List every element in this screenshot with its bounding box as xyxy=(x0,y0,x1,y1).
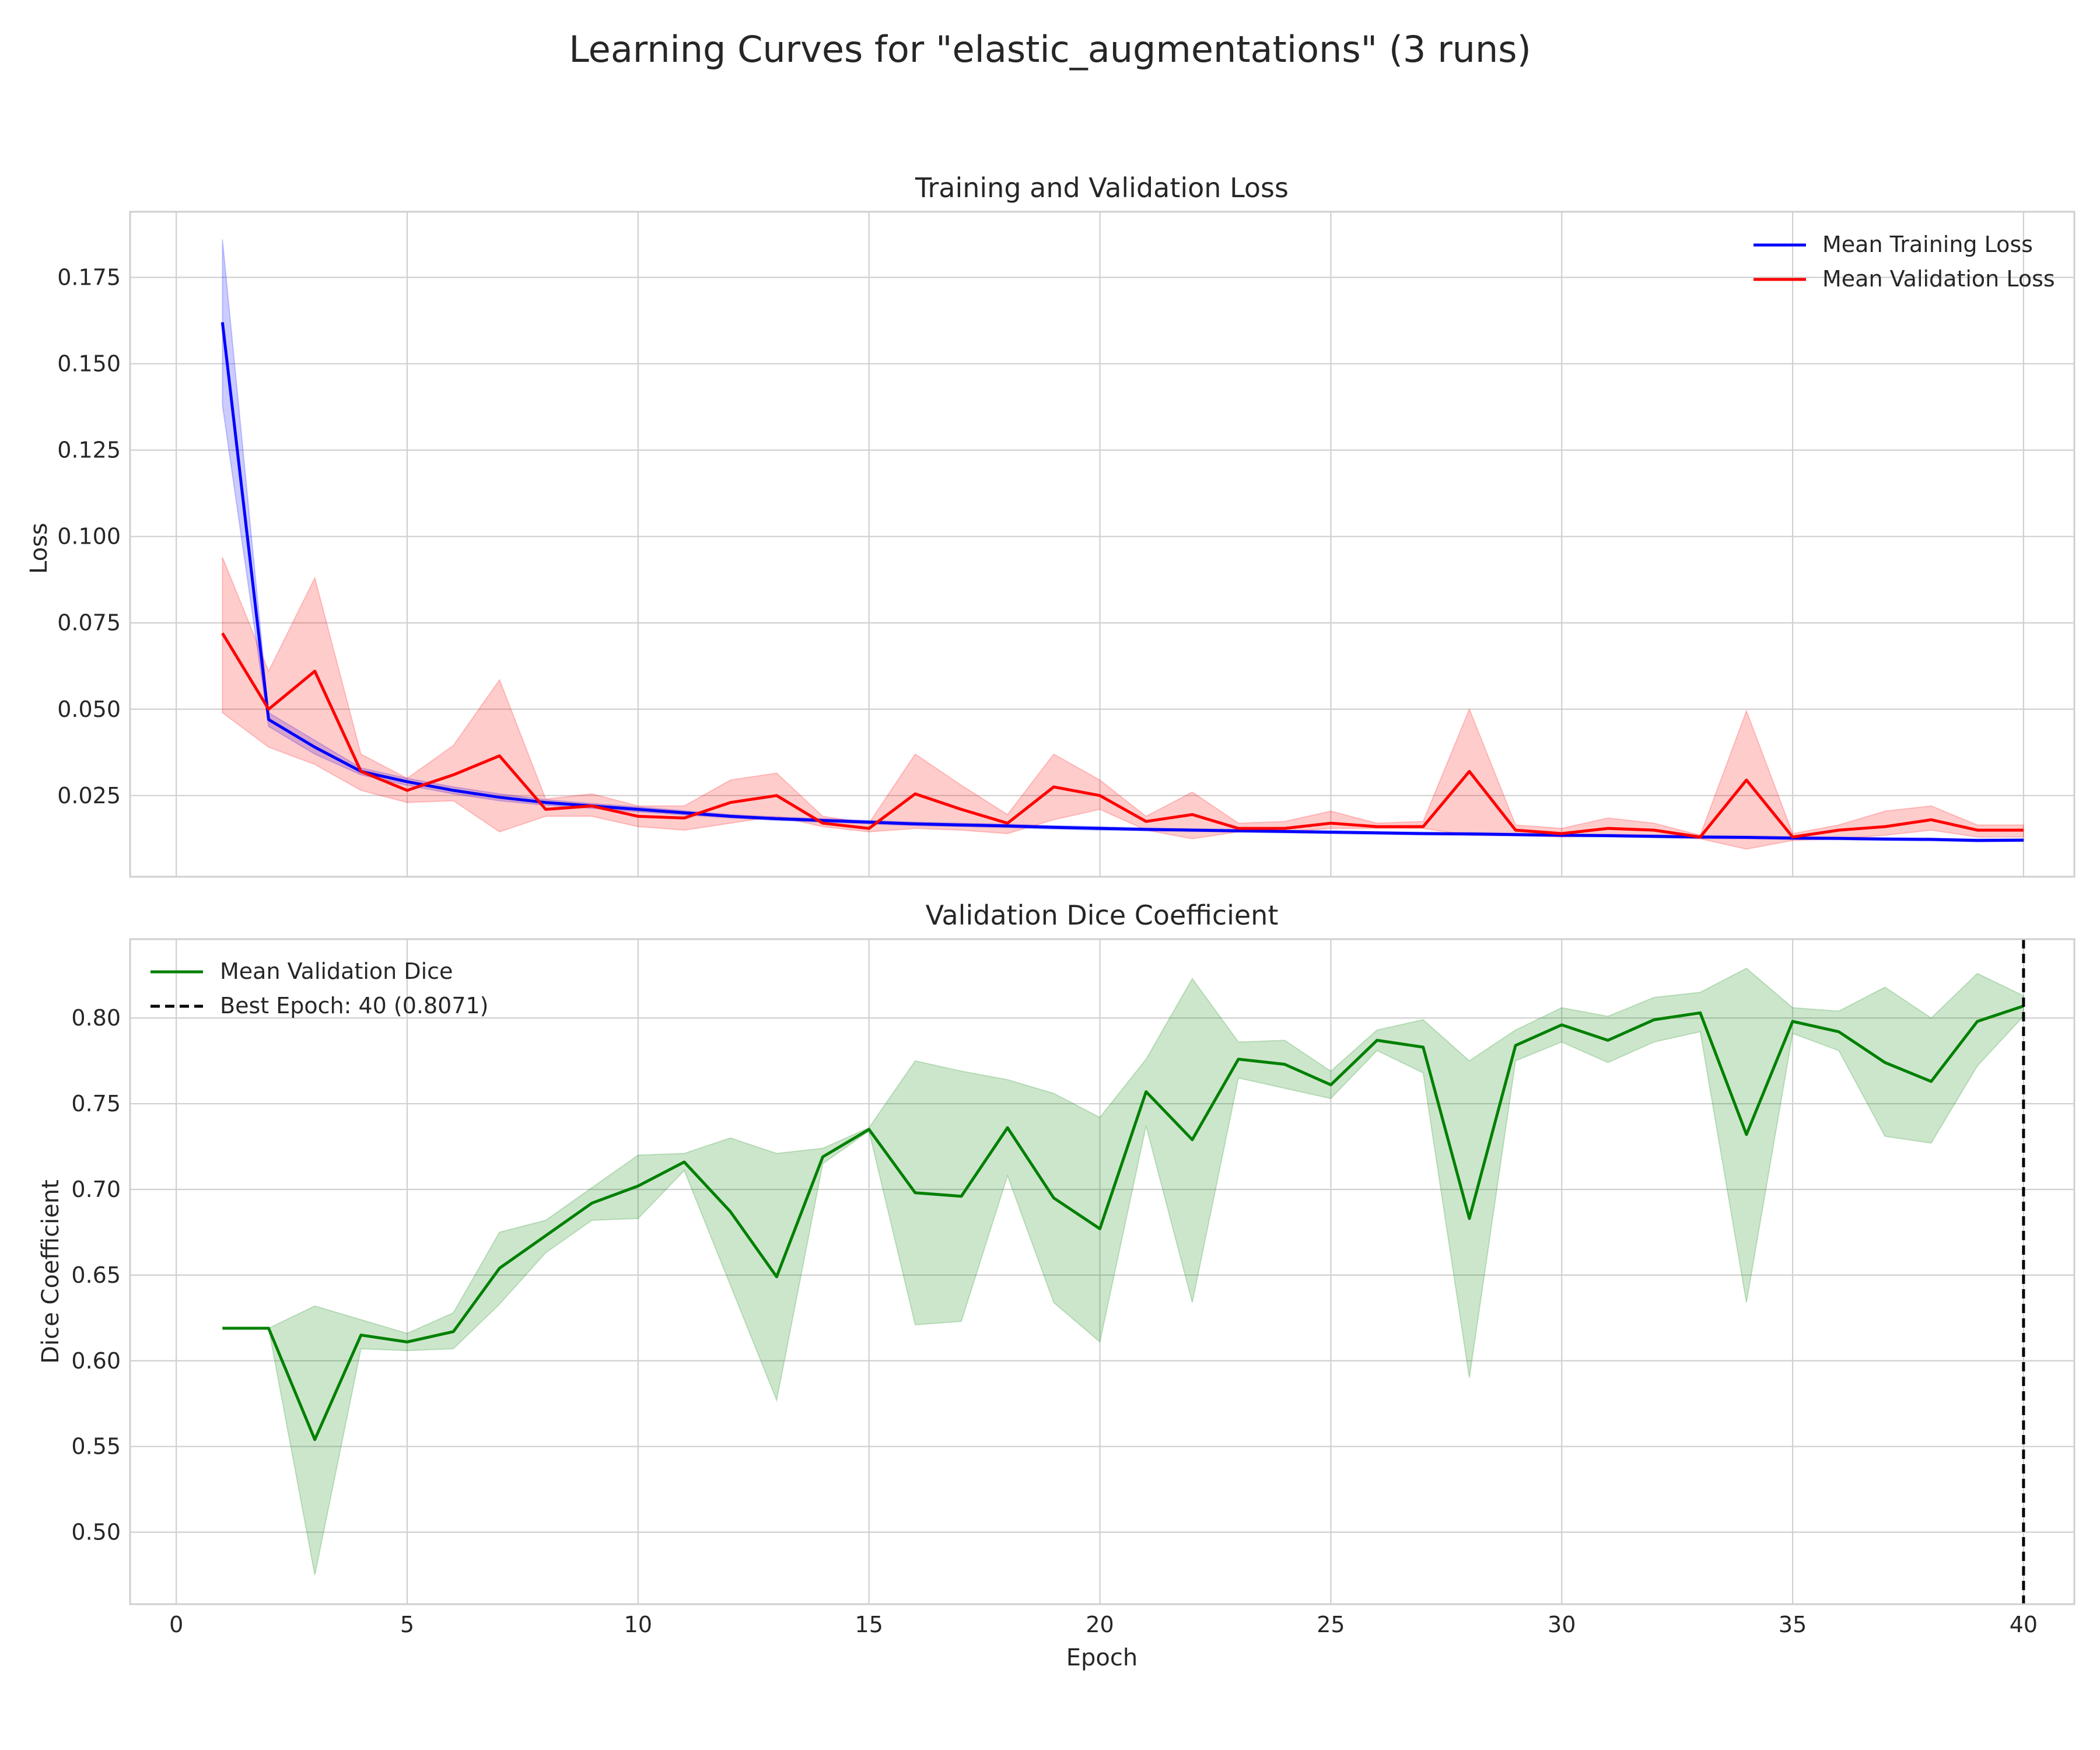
x-tick-label: 25 xyxy=(1317,1612,1345,1637)
x-tick-label: 40 xyxy=(2010,1612,2038,1637)
dice-series-lines xyxy=(222,939,2025,1604)
y-tick-label: 0.075 xyxy=(57,610,121,636)
dice-confidence-bands xyxy=(222,967,2024,1576)
legend-label-validation-dice: Mean Validation Dice xyxy=(220,958,453,984)
loss-panel: Training and Validation Loss 0.0250.0500… xyxy=(26,172,2076,878)
x-tick-label: 0 xyxy=(169,1612,183,1637)
dice-gridlines xyxy=(130,939,2074,1604)
legend-label-best-epoch: Best Epoch: 40 (0.8071) xyxy=(220,993,489,1019)
y-tick-label: 0.75 xyxy=(71,1091,121,1116)
legend-label-validation-loss: Mean Validation Loss xyxy=(1822,266,2055,292)
x-tick-label: 5 xyxy=(400,1612,414,1637)
y-tick-label: 0.050 xyxy=(57,696,121,722)
loss-gridlines xyxy=(130,212,2074,877)
dice-panel: Validation Dice Coefficient 0.50 0.55 0.60… xyxy=(37,900,2076,1671)
y-tick-label: 0.55 xyxy=(71,1434,121,1460)
series-line-0 xyxy=(220,322,2024,842)
y-tick-label: 0.175 xyxy=(57,265,121,290)
y-tick-label: 0.65 xyxy=(71,1262,121,1288)
x-tick-label: 15 xyxy=(855,1612,883,1637)
y-tick-label: 0.50 xyxy=(71,1520,121,1545)
confidence-band-1 xyxy=(222,556,2024,850)
y-tick-label: 0.60 xyxy=(71,1348,121,1374)
y-tick-label: 0.150 xyxy=(57,351,121,377)
series-line-1 xyxy=(221,632,2024,839)
loss-panel-title: Training and Validation Loss xyxy=(915,172,1289,204)
confidence-band-0 xyxy=(222,967,2024,1576)
loss-plot-frame xyxy=(129,211,2076,878)
dice-y-tick-labels: 0.50 0.55 0.60 0.65 0.70 0.75 0.80 xyxy=(71,1005,121,1545)
y-tick-label: 0.100 xyxy=(57,524,121,550)
loss-y-tick-labels: 0.025 0.050 0.075 0.100 0.125 0.150 0.175 xyxy=(57,265,121,808)
x-axis-label: Epoch xyxy=(1066,1644,1138,1671)
series-line-0 xyxy=(222,1005,2024,1441)
dice-plot-frame xyxy=(129,938,2076,1605)
y-tick-label: 0.025 xyxy=(57,783,121,808)
dice-x-tick-labels: 0 5 10 15 20 25 30 35 40 xyxy=(169,1612,2038,1637)
legend-label-training-loss: Mean Training Loss xyxy=(1822,232,2033,257)
loss-series-lines xyxy=(220,322,2024,842)
y-tick-label: 0.70 xyxy=(71,1177,121,1202)
x-tick-label: 35 xyxy=(1779,1612,1807,1637)
x-tick-label: 20 xyxy=(1086,1612,1114,1637)
figure-title: Learning Curves for "elastic_augmentatio… xyxy=(569,28,1531,71)
loss-legend: Mean Training Loss Mean Validation Loss xyxy=(1754,232,2055,292)
y-tick-label: 0.125 xyxy=(57,438,121,463)
dice-y-axis-label: Dice Coefficient xyxy=(37,1180,64,1364)
x-tick-label: 30 xyxy=(1548,1612,1576,1637)
x-tick-label: 10 xyxy=(624,1612,652,1637)
y-tick-label: 0.80 xyxy=(71,1005,121,1031)
loss-y-axis-label: Loss xyxy=(26,523,52,574)
dice-legend: Mean Validation Dice Best Epoch: 40 (0.8… xyxy=(150,958,489,1019)
dice-panel-title: Validation Dice Coefficient xyxy=(926,900,1279,931)
